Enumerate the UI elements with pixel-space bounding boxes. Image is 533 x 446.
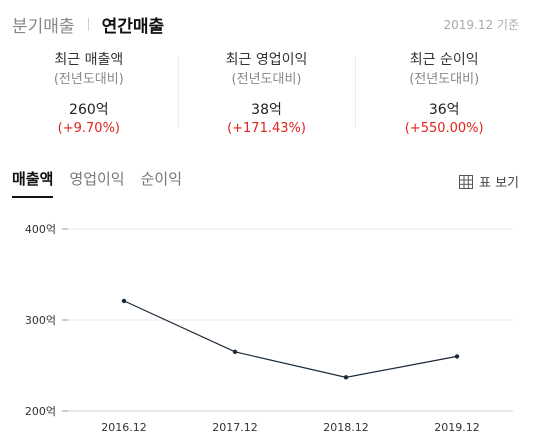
summary-operating-profit: 최근 영업이익 (전년도대비) 38억 (+171.43%) [177,48,356,140]
basis-date: 2019.12 기준 [443,18,519,32]
summary-title: 최근 순이익 [409,52,479,68]
x-tick-label: 2019.12 [434,421,480,434]
summary-subtitle: (전년도대비) [409,72,480,87]
table-grid-icon [458,174,473,189]
summary-title: 최근 매출액 [54,52,124,68]
tab-revenue[interactable]: 매출액 [12,168,54,198]
tab-quarterly-sales[interactable]: 분기매출 [12,16,75,37]
summary-value: 36억 [428,102,460,118]
x-tick-label: 2017.12 [212,421,258,434]
y-tick-label: 200억 [25,405,56,418]
revenue-line-chart: 200억 300억 400억 2016.12 2017.12 2018.12 2019.12 [25,223,513,434]
summary-subtitle: (전년도대비) [231,72,302,87]
summary-title: 최근 영업이익 [225,52,308,68]
data-point [454,354,460,359]
x-tick-label: 2016.12 [101,421,147,434]
data-point [343,375,349,380]
y-tick-label: 300억 [25,314,56,327]
summary-change: (+550.00%) [404,121,484,136]
period-tabs: 분기매출 연간매출 [12,12,165,37]
table-view-button[interactable]: 표 보기 [458,172,519,191]
summary-net-income: 최근 순이익 (전년도대비) 36억 (+550.00%) [355,48,533,140]
x-tick-label: 2018.12 [323,421,369,434]
summary-value: 38억 [251,102,282,118]
summary-subtitle: (전년도대비) [53,72,124,87]
tab-divider [87,17,89,31]
metric-tabs: 매출액 영업이익 순이익 [12,168,198,198]
summary-value: 260억 [69,102,109,118]
tab-operating-profit[interactable]: 영업이익 [69,170,125,188]
summary-revenue: 최근 매출액 (전년도대비) 260억 (+9.70%) [0,48,178,140]
revenue-series-line [123,300,458,378]
summary-panel: 최근 매출액 (전년도대비) 260억 (+9.70%) 최근 영업이익 (전년… [0,48,533,140]
y-tick-label: 400억 [25,223,56,236]
data-point [121,298,127,304]
summary-change: (+9.70%) [57,121,120,136]
table-view-label: 표 보기 [478,176,519,191]
data-point [232,349,238,355]
summary-change: (+171.43%) [227,121,306,136]
tab-net-income[interactable]: 순이익 [140,170,183,188]
tab-annual-sales[interactable]: 연간매출 [101,16,165,37]
